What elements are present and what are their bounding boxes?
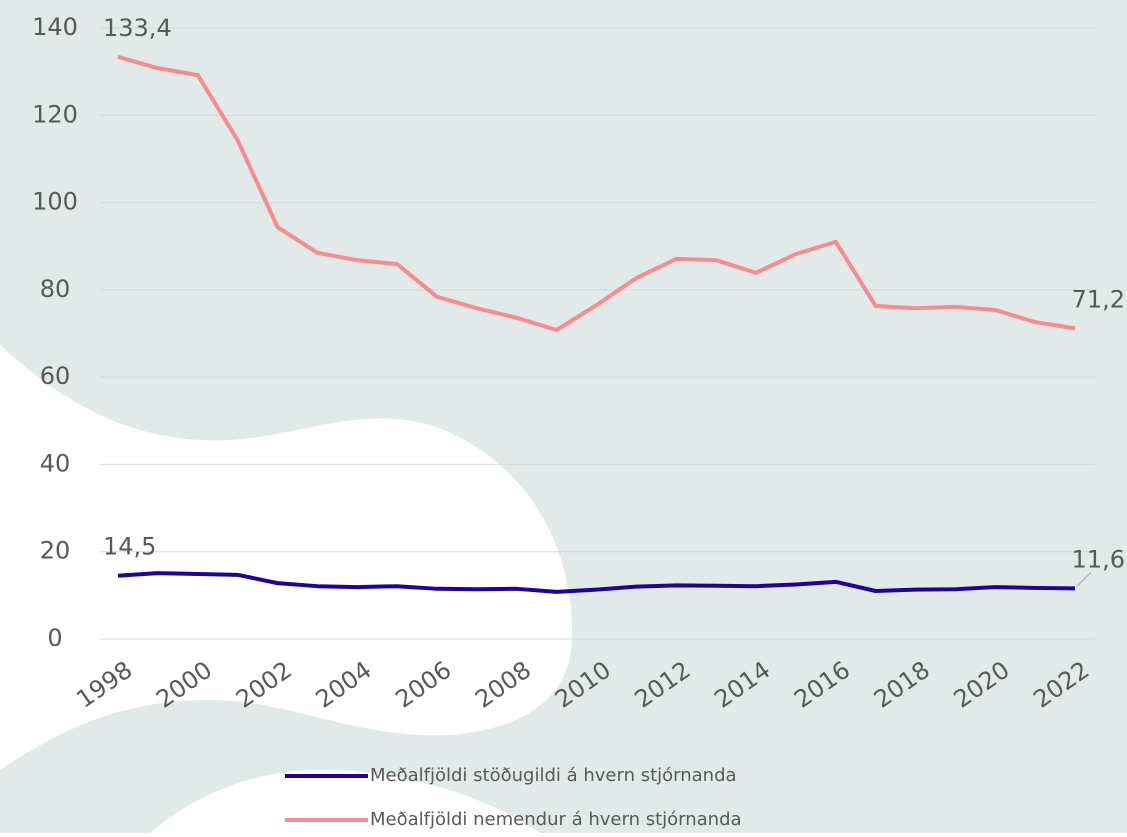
series-line (117, 54, 1076, 333)
leader-line (1076, 572, 1092, 587)
background-shape (0, 345, 573, 770)
data-label: 71,2 (1072, 285, 1125, 313)
y-tick-label: 80 (40, 275, 71, 303)
legend-label: Meðalfjöldi nemendur á hvern stjórnanda (370, 809, 742, 830)
data-label: 133,4 (103, 14, 172, 42)
y-tick-label: 60 (40, 362, 71, 390)
y-tick-label: 20 (40, 537, 71, 565)
y-tick-label: 140 (32, 13, 78, 41)
background-shape (150, 770, 540, 833)
y-tick-label: 120 (32, 100, 78, 128)
data-label: 11,6 (1072, 545, 1125, 573)
y-tick-label: 0 (47, 624, 62, 652)
y-tick-label: 40 (40, 449, 71, 477)
y-tick-label: 100 (32, 188, 78, 216)
series-line (117, 571, 1076, 594)
legend-label: Meðalfjöldi stöðugildi á hvern stjórnand… (370, 765, 737, 786)
data-label: 14,5 (103, 533, 156, 561)
